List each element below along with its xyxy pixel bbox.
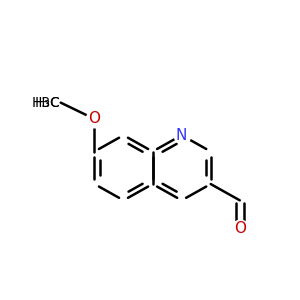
Text: O: O <box>88 111 101 126</box>
Text: H₃C: H₃C <box>35 96 61 110</box>
Text: O: O <box>234 221 246 236</box>
Text: N: N <box>176 128 187 143</box>
Text: H3C: H3C <box>32 96 61 110</box>
